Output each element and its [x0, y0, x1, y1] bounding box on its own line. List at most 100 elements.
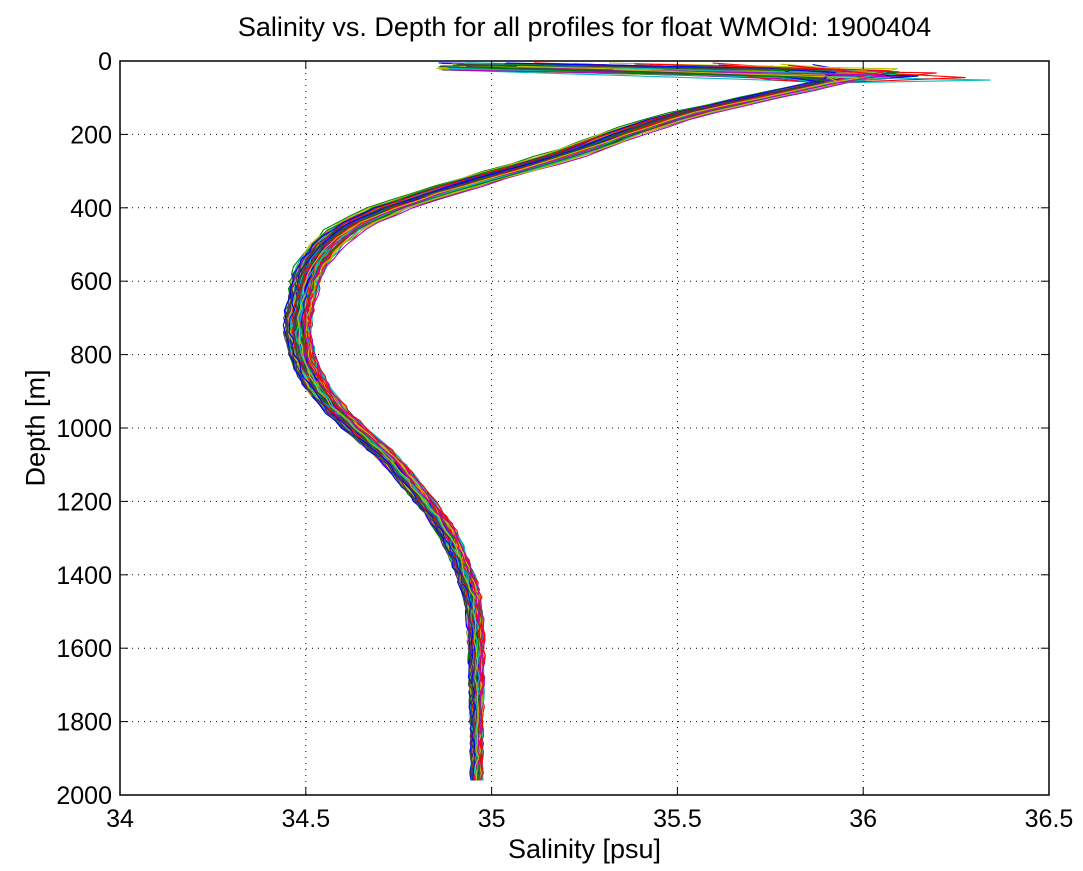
profile-line	[298, 64, 896, 781]
profile-line	[288, 64, 818, 781]
profile-line	[285, 66, 848, 781]
profile-line	[310, 64, 846, 781]
y-tick-label: 400	[70, 195, 112, 223]
profile-line	[300, 69, 899, 781]
y-tick-label: 1600	[56, 635, 112, 663]
profile-line	[298, 64, 877, 781]
profile-line	[292, 64, 854, 781]
profile-line	[285, 63, 885, 781]
profile-line	[299, 65, 850, 781]
y-tick-label: 2000	[56, 782, 112, 810]
profile-line	[292, 67, 918, 781]
profile-line	[296, 68, 852, 781]
profile-line	[289, 68, 861, 781]
profile-line	[297, 68, 843, 781]
profile-line	[305, 67, 840, 781]
profile-line	[300, 67, 836, 781]
profile-line	[285, 64, 818, 781]
profile-line	[294, 68, 826, 781]
profile-line	[287, 67, 866, 781]
profile-line	[285, 64, 813, 781]
profile-line	[288, 63, 884, 781]
profile-line	[283, 65, 824, 781]
profile-line	[288, 69, 822, 781]
x-tick-label: 34.5	[281, 805, 330, 833]
profile-line	[306, 68, 866, 781]
profile-line	[301, 62, 839, 781]
y-tick-label: 1200	[56, 488, 112, 516]
profile-line	[303, 64, 894, 781]
profile-line	[297, 65, 920, 781]
profile-line	[286, 63, 867, 781]
profile-line	[300, 68, 837, 781]
profile-line	[291, 62, 842, 781]
axis-ticks: 34 34.5 35 35.5 36 36.5 0 200 400 600 800 1000 1200 1…	[56, 48, 1073, 833]
profile-line	[299, 66, 836, 781]
profile-line	[298, 67, 834, 781]
profile-line	[294, 64, 826, 781]
profile-line	[289, 65, 878, 781]
x-tick-label: 36	[849, 805, 877, 833]
profile-line	[305, 66, 840, 781]
profile-line	[296, 65, 825, 781]
profile-line	[295, 67, 827, 781]
profile-line	[286, 69, 887, 781]
x-axis-label: Salinity [psu]	[507, 834, 662, 864]
profile-line	[299, 64, 831, 781]
profile-line	[306, 63, 846, 781]
profile-line	[303, 67, 836, 781]
profile-line	[303, 64, 900, 781]
profile-line	[295, 69, 830, 781]
profile-line	[297, 65, 831, 781]
profile-line	[302, 65, 937, 781]
profile-line	[302, 63, 890, 781]
profile-line	[304, 68, 838, 781]
profile-line	[285, 63, 824, 781]
profile-line	[300, 67, 830, 781]
y-tick-label: 1400	[56, 562, 112, 590]
profile-line	[290, 62, 887, 781]
profile-line	[300, 69, 852, 781]
profile-line	[296, 65, 872, 781]
profile-line	[299, 65, 892, 781]
profile-line	[282, 65, 886, 781]
profile-line	[303, 66, 887, 781]
profile-line	[294, 66, 846, 781]
profile-line	[304, 64, 853, 781]
profile-line	[284, 65, 849, 781]
profile-line	[294, 63, 872, 781]
profile-line	[299, 65, 843, 781]
profile-line	[286, 63, 833, 781]
profile-line	[302, 65, 840, 781]
profile-line	[301, 65, 833, 781]
profile-line	[286, 69, 815, 781]
profile-line	[296, 64, 874, 781]
profile-line	[298, 64, 823, 781]
profile-line	[288, 62, 815, 781]
profile-line	[292, 67, 821, 781]
grid-lines	[120, 61, 1049, 795]
profile-line	[289, 63, 825, 781]
y-tick-label: 600	[70, 268, 112, 296]
y-tick-label: 800	[70, 342, 112, 370]
profile-line	[297, 66, 828, 781]
profile-line	[291, 64, 879, 781]
profile-line	[295, 64, 835, 781]
profile-line	[285, 67, 811, 781]
y-tick-label: 1000	[56, 415, 112, 443]
profile-line	[308, 67, 844, 781]
profile-line	[304, 62, 898, 781]
profile-line	[301, 62, 840, 781]
profile-line	[287, 68, 873, 781]
profile-line	[291, 64, 881, 781]
profile-line	[306, 62, 841, 781]
profile-line	[298, 68, 830, 781]
profile-line	[292, 67, 834, 781]
profile-line	[294, 69, 966, 781]
profile-line	[293, 66, 833, 781]
profile-line	[300, 64, 863, 781]
profile-line	[299, 67, 854, 781]
profile-line	[287, 67, 818, 781]
profile-line	[289, 65, 823, 781]
profile-line	[302, 63, 835, 781]
